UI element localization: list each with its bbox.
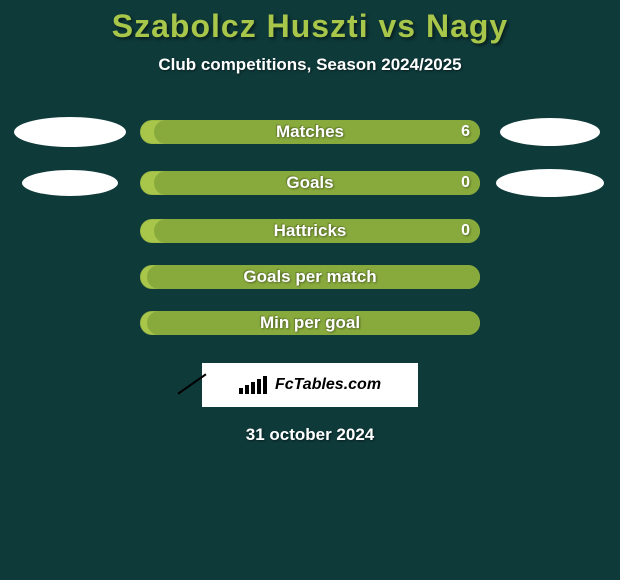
right-ellipse-slot: [490, 169, 610, 197]
brand-bar-icon: [251, 382, 255, 394]
brand-logo: FcTables.com: [239, 376, 381, 394]
stat-bar-label: Goals per match: [140, 267, 480, 287]
stat-bar: Hattricks0: [140, 219, 480, 243]
right-ellipse-slot: [490, 118, 610, 146]
subtitle: Club competitions, Season 2024/2025: [0, 55, 620, 75]
player-ellipse-left: [22, 170, 118, 196]
player-ellipse-left: [14, 117, 126, 147]
player-ellipse-right: [496, 169, 604, 197]
brand-bar-icon: [263, 376, 267, 394]
date-stamp: 31 october 2024: [0, 425, 620, 445]
brand-bar-icon: [239, 388, 243, 394]
stat-bar: Goals0: [140, 171, 480, 195]
brand-text: FcTables.com: [275, 376, 381, 394]
brand-bar-icon: [245, 385, 249, 394]
stat-bar-label: Min per goal: [140, 313, 480, 333]
stat-bar-label: Hattricks: [140, 221, 480, 241]
stat-bar-value: 0: [461, 222, 470, 240]
page-title: Szabolcz Huszti vs Nagy: [0, 0, 620, 45]
stat-bar-value: 0: [461, 174, 470, 192]
stat-bar-label: Matches: [140, 122, 480, 142]
brand-chart-icon: [239, 376, 267, 394]
brand-trendline-icon: [177, 373, 206, 394]
stat-row: Min per goal: [0, 311, 620, 335]
stat-bar: Min per goal: [140, 311, 480, 335]
stat-row: Goals per match: [0, 265, 620, 289]
stat-row: Matches6: [0, 117, 620, 147]
player-ellipse-right: [500, 118, 600, 146]
stat-bar-label: Goals: [140, 173, 480, 193]
brand-bar-icon: [257, 379, 261, 394]
stat-bar-value: 6: [461, 123, 470, 141]
stat-bar: Goals per match: [140, 265, 480, 289]
left-ellipse-slot: [10, 117, 130, 147]
stat-bar: Matches6: [140, 120, 480, 144]
brand-box: FcTables.com: [202, 363, 418, 407]
stat-row: Goals0: [0, 169, 620, 197]
stat-row: Hattricks0: [0, 219, 620, 243]
stat-rows: Matches6Goals0Hattricks0Goals per matchM…: [0, 117, 620, 335]
left-ellipse-slot: [10, 170, 130, 196]
